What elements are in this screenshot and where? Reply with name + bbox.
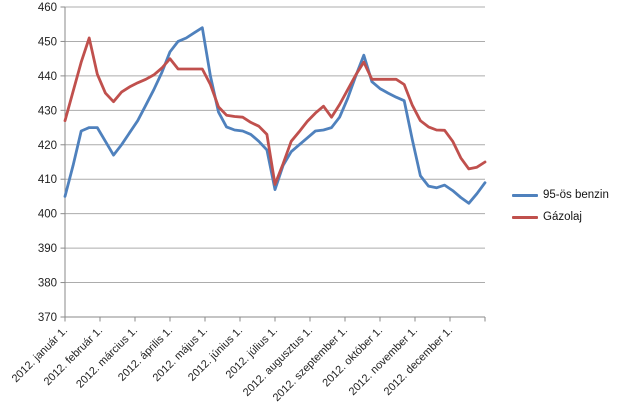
y-axis-label: 440	[38, 71, 57, 83]
y-axis-label: 410	[38, 174, 57, 186]
series-line-gazolaj[interactable]	[63, 36, 487, 186]
x-axis-label: 2012. március 1.	[74, 325, 140, 391]
benzin-series-swatch	[512, 193, 538, 197]
legend-item-gazolaj[interactable]: Gázolaj	[512, 211, 609, 223]
legend-item-95-benzin[interactable]: 95-ös benzin	[512, 189, 609, 201]
y-axis-label: 420	[38, 140, 57, 152]
y-axis-label: 450	[38, 36, 57, 48]
y-axis-label: 430	[38, 105, 57, 117]
y-axis-label: 370	[38, 312, 57, 324]
x-axis-label: 2012. december 1.	[382, 325, 455, 398]
gazolaj-series-swatch	[512, 215, 538, 219]
series-line-benzin[interactable]	[63, 26, 487, 205]
gazolaj-legend-label: Gázolaj	[543, 211, 582, 223]
x-axis-label: 2012. október 1.	[320, 325, 385, 390]
y-axis-label: 460	[38, 2, 57, 14]
y-axis-label: 400	[38, 209, 57, 221]
y-axis-label: 380	[38, 278, 57, 290]
y-axis-label: 390	[38, 243, 57, 255]
chart-legend: 95-ös benzin Gázolaj	[512, 189, 609, 223]
benzin-legend-label: 95-ös benzin	[543, 189, 609, 201]
